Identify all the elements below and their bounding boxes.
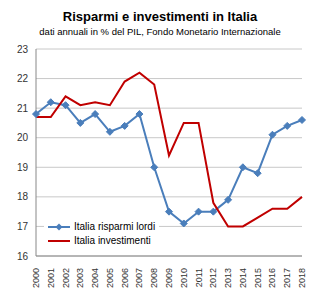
svg-text:2017: 2017 xyxy=(282,268,292,288)
svg-text:2003: 2003 xyxy=(75,268,85,288)
svg-text:2008: 2008 xyxy=(149,268,159,288)
svg-text:19: 19 xyxy=(17,162,29,173)
svg-text:18: 18 xyxy=(17,191,29,202)
svg-text:2018: 2018 xyxy=(297,268,307,288)
svg-text:20: 20 xyxy=(17,132,29,143)
svg-text:21: 21 xyxy=(17,103,29,114)
svg-text:2007: 2007 xyxy=(134,268,144,288)
svg-text:2014: 2014 xyxy=(238,268,248,288)
svg-text:2002: 2002 xyxy=(61,268,71,288)
svg-text:2006: 2006 xyxy=(120,268,130,288)
svg-text:2000: 2000 xyxy=(31,268,41,288)
svg-text:2011: 2011 xyxy=(194,268,204,287)
svg-text:23: 23 xyxy=(17,44,29,55)
svg-text:2004: 2004 xyxy=(90,268,100,288)
svg-text:2012: 2012 xyxy=(208,268,218,288)
html-text:Italia investimenti: Italia investimenti xyxy=(74,235,151,246)
svg-text:2009: 2009 xyxy=(164,268,174,288)
svg-text:2013: 2013 xyxy=(223,268,233,288)
html-text:Risparmi e investimenti in Ita: Risparmi e investimenti in Italia xyxy=(62,9,258,24)
html-text:dati annuali in % del PIL, Fon: dati annuali in % del PIL, Fondo Monetar… xyxy=(39,26,281,37)
svg-text:2001: 2001 xyxy=(46,268,56,288)
svg-text:2016: 2016 xyxy=(267,268,277,288)
svg-text:17: 17 xyxy=(17,221,29,232)
svg-text:2005: 2005 xyxy=(105,268,115,288)
html-text:Italia risparmi lordi: Italia risparmi lordi xyxy=(74,221,156,232)
svg-text:2010: 2010 xyxy=(179,268,189,288)
svg-text:16: 16 xyxy=(17,251,29,262)
svg-text:2015: 2015 xyxy=(253,268,263,288)
svg-text:22: 22 xyxy=(17,73,29,84)
